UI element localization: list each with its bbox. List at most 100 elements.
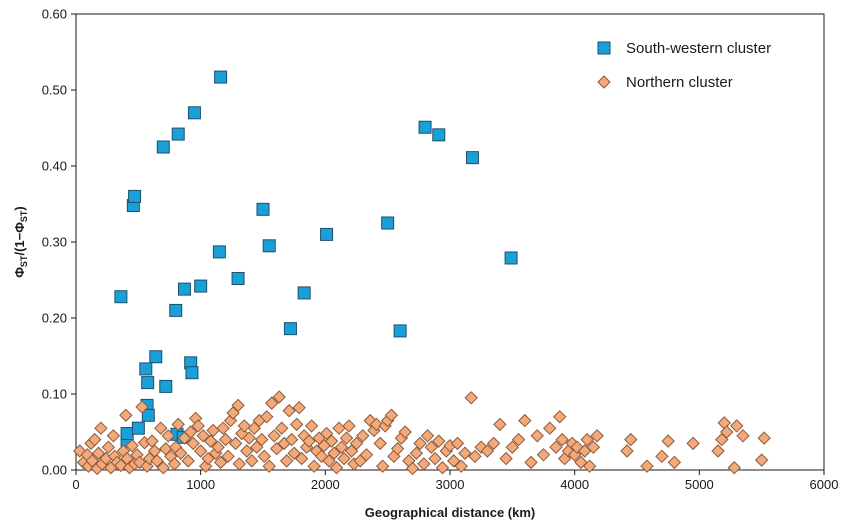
south-western-point [393,324,407,338]
x-tick-label: 5000 [685,477,714,492]
northern-point [211,440,225,454]
northern-point [201,451,215,466]
data-marks [73,70,771,476]
northern-point [530,429,544,443]
y-label-phi1: Φ [12,267,27,278]
northern-point [307,459,321,473]
northern-point [191,419,205,433]
south-western-point [114,290,128,304]
northern-point [284,432,299,447]
northern-point [620,444,634,458]
south-western-point [141,408,155,422]
northern-point [154,421,168,435]
northern-point [260,410,274,424]
northern-point [552,410,567,424]
y-axis-label: ΦST/(1−ΦST) [12,206,29,277]
northern-point [327,446,341,460]
northern-point [413,436,427,451]
northern-point [174,446,188,460]
south-western-point [262,239,276,253]
northern-point [536,448,551,462]
south-western-point [214,70,228,84]
y-tick-label: 0.00 [42,463,67,478]
northern-point [450,436,465,451]
northern-point [329,461,344,475]
south-western-point [149,350,163,364]
northern-point [409,446,424,460]
plot-frame [75,13,825,471]
northern-point [757,431,771,445]
northern-point [499,451,513,466]
y-label-sub1: ST [19,255,29,267]
northern-point [458,446,472,460]
y-tick-label: 0.40 [42,159,67,174]
y-label-end: ) [12,206,27,210]
northern-point [262,459,276,473]
northern-point [94,421,108,435]
northern-point [420,429,435,443]
northern-point [255,432,269,447]
legend-marker-south-western [597,41,611,55]
south-western-point [171,127,185,141]
south-western-point [504,251,518,265]
northern-point [265,396,279,410]
northern-point [505,440,520,454]
south-western-point [256,202,270,216]
northern-point [119,408,133,422]
x-tick-label: 3000 [436,477,465,492]
northern-point [555,432,569,447]
northern-point [686,436,700,451]
northern-point [232,457,247,471]
northern-point [91,446,106,460]
northern-point [586,440,601,454]
northern-point [304,419,319,433]
northern-point [640,459,654,473]
y-label-mid: /(1− [12,232,27,255]
northern-point [289,417,304,432]
northern-point [667,455,682,470]
south-western-point [418,120,432,134]
northern-point [183,425,198,439]
northern-point [580,432,594,447]
south-western-point [177,282,191,296]
x-tick-label: 0 [72,477,79,492]
northern-point [334,440,349,454]
northern-point [302,434,316,448]
northern-point [218,432,233,447]
northern-point [582,459,597,473]
northern-point [342,419,356,433]
south-western-point [141,376,155,390]
northern-point [228,436,243,451]
x-axis-label: Geographical distance (km) [365,505,536,520]
northern-point [356,429,370,443]
x-tick-label: 6000 [810,477,839,492]
y-tick-label: 0.30 [42,235,67,250]
northern-point [221,449,235,464]
x-tick-label: 2000 [311,477,340,492]
northern-point [369,417,384,432]
south-western-point [381,216,395,230]
northern-point [711,444,725,458]
northern-point [428,451,442,466]
northern-point [196,429,210,443]
northern-point [156,461,170,475]
northern-point [237,419,252,433]
northern-point [292,400,306,415]
plot-area [75,13,825,471]
south-western-point [465,151,479,165]
northern-point [245,454,259,468]
northern-point [727,461,741,475]
northern-point [242,431,256,445]
south-western-point [120,427,134,441]
y-tick-label: 0.20 [42,311,67,326]
x-tick-label: 1000 [186,477,215,492]
northern-point [282,404,296,418]
south-western-point [169,303,183,317]
northern-point [274,421,289,435]
northern-point [736,429,750,443]
northern-point [167,457,182,471]
northern-point [279,454,294,468]
northern-point [181,454,195,468]
northern-point [267,429,281,443]
northern-point [240,444,254,458]
